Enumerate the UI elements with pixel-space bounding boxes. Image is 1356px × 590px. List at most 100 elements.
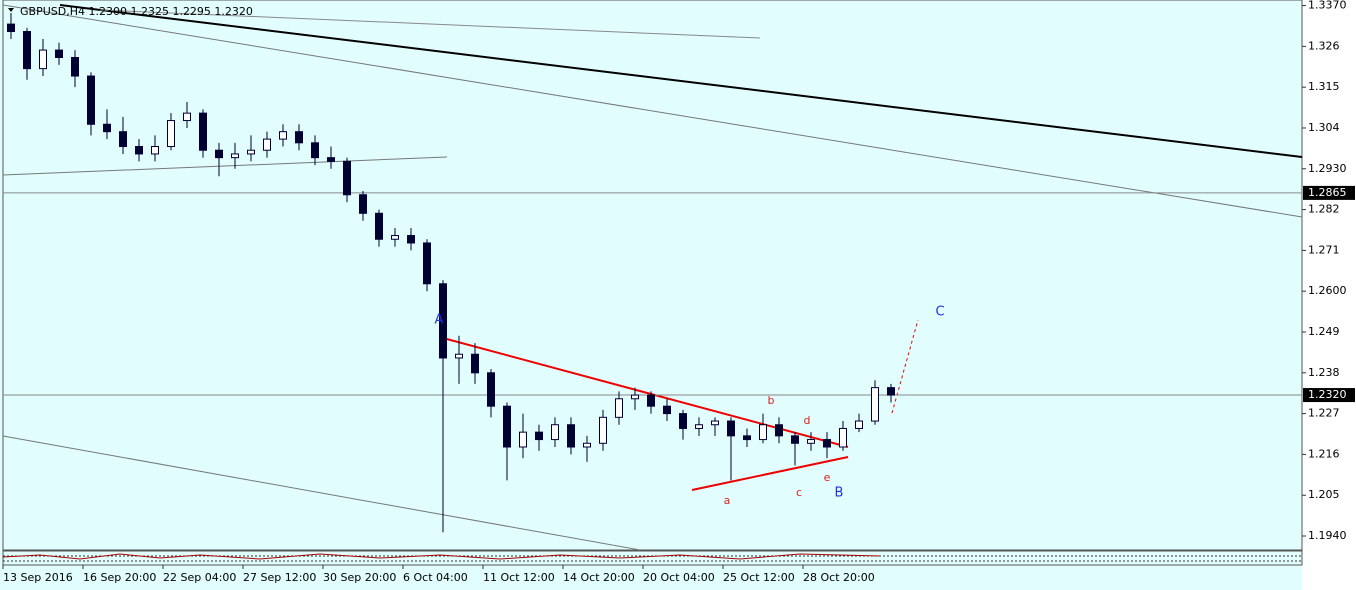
x-tick-label: 16 Sep 20:00 — [83, 571, 156, 584]
candle-body — [647, 394, 655, 407]
y-tick-label: 1.227 — [1308, 407, 1340, 420]
candle-body — [199, 112, 207, 151]
candle-body — [375, 212, 383, 240]
wave-label: a — [724, 494, 731, 507]
candle-body — [823, 439, 831, 448]
candle-body — [567, 424, 575, 448]
candle-body — [439, 283, 447, 359]
x-tick-label: 25 Oct 12:00 — [723, 571, 795, 584]
candle-body — [183, 112, 191, 122]
y-tick-label: 1.2930 — [1308, 162, 1347, 175]
candle-body — [775, 424, 783, 437]
candle-body — [663, 405, 671, 415]
y-tick-label: 1.315 — [1308, 80, 1340, 93]
candle-body — [631, 394, 639, 400]
candle-body — [391, 235, 399, 240]
wave-label: b — [768, 394, 775, 407]
candle-body — [87, 75, 95, 125]
candle-body — [503, 405, 511, 448]
y-tick-label: 1.282 — [1308, 203, 1340, 216]
candle-body — [119, 131, 127, 148]
x-tick-label: 28 Oct 20:00 — [803, 571, 875, 584]
chart-title: GBPUSD,H4 1.2300 1.2325 1.2295 1.2320 — [20, 5, 253, 18]
trend-line — [2, 4, 1303, 218]
y-tick-label: 1.238 — [1308, 366, 1340, 379]
x-tick-label: 27 Sep 12:00 — [243, 571, 316, 584]
price-label-box — [1303, 185, 1355, 200]
candle-body — [759, 424, 767, 441]
candle-body — [247, 149, 255, 155]
candle-body — [103, 123, 111, 133]
price-label-box — [1303, 388, 1355, 403]
y-tick-label: 1.249 — [1308, 325, 1340, 338]
candle-body — [455, 353, 463, 359]
candle-body — [471, 353, 479, 374]
x-tick-label: 30 Sep 20:00 — [323, 571, 396, 584]
candle-body — [167, 120, 175, 148]
candle-body — [583, 442, 591, 448]
wave-label: c — [796, 486, 802, 499]
candle-body — [55, 49, 63, 58]
price-axis-panel — [1302, 0, 1356, 590]
plot-frame — [2, 0, 1303, 551]
wave-label: d — [804, 414, 811, 427]
candle-body — [807, 439, 815, 444]
indicator-window — [2, 550, 1303, 566]
candle-body — [343, 160, 351, 196]
candle-body — [535, 431, 543, 441]
candle-body — [599, 416, 607, 444]
candle-body — [743, 435, 751, 441]
y-tick-label: 1.2600 — [1308, 284, 1347, 297]
triangle-line — [691, 456, 849, 491]
candle-body — [679, 413, 687, 429]
x-tick-label: 14 Oct 20:00 — [563, 571, 635, 584]
candle-body — [519, 431, 527, 448]
projection-line — [891, 319, 919, 414]
y-tick-label: 1.304 — [1308, 121, 1340, 134]
candle-body — [407, 235, 415, 244]
candle-body — [359, 194, 367, 214]
x-tick-label: 22 Sep 04:00 — [163, 571, 236, 584]
y-tick-label: 1.3370 — [1308, 0, 1347, 12]
candle-body — [231, 153, 239, 159]
y-tick-label: 1.271 — [1308, 243, 1340, 256]
price-label: 1.2865 — [1308, 186, 1347, 199]
y-tick-label: 1.326 — [1308, 39, 1340, 52]
menu-arrow[interactable] — [8, 8, 14, 12]
candle-body — [23, 31, 31, 70]
trend-line — [59, 4, 1303, 158]
candle-body — [263, 138, 271, 151]
x-tick-label: 13 Sep 2016 — [3, 571, 73, 584]
y-tick-label: 1.216 — [1308, 447, 1340, 460]
x-tick-label: 6 Oct 04:00 — [403, 571, 468, 584]
candle-body — [311, 142, 319, 159]
candle-body — [279, 131, 287, 140]
candle-body — [791, 435, 799, 444]
price-label: 1.2320 — [1308, 388, 1347, 401]
indicator-line — [2, 553, 881, 560]
candle-body — [871, 387, 879, 422]
candle-body — [215, 149, 223, 159]
candle-body — [711, 420, 719, 426]
candle-body — [327, 157, 335, 162]
x-tick-label: 11 Oct 12:00 — [483, 571, 555, 584]
candle-body — [71, 56, 79, 77]
wave-label: B — [835, 486, 844, 501]
candle-body — [135, 146, 143, 155]
candle-body — [855, 420, 863, 429]
candle-body — [487, 372, 495, 407]
candle-body — [423, 242, 431, 285]
candle-body — [551, 424, 559, 441]
candle-body — [727, 420, 735, 437]
trend-line — [99, 9, 761, 39]
candle-body — [7, 23, 15, 33]
y-tick-label: 1.1940 — [1308, 529, 1347, 542]
trend-line — [2, 156, 448, 176]
candle-body — [39, 49, 47, 70]
candle-body — [151, 146, 159, 155]
wave-label: e — [824, 471, 831, 484]
candle-body — [887, 387, 895, 396]
